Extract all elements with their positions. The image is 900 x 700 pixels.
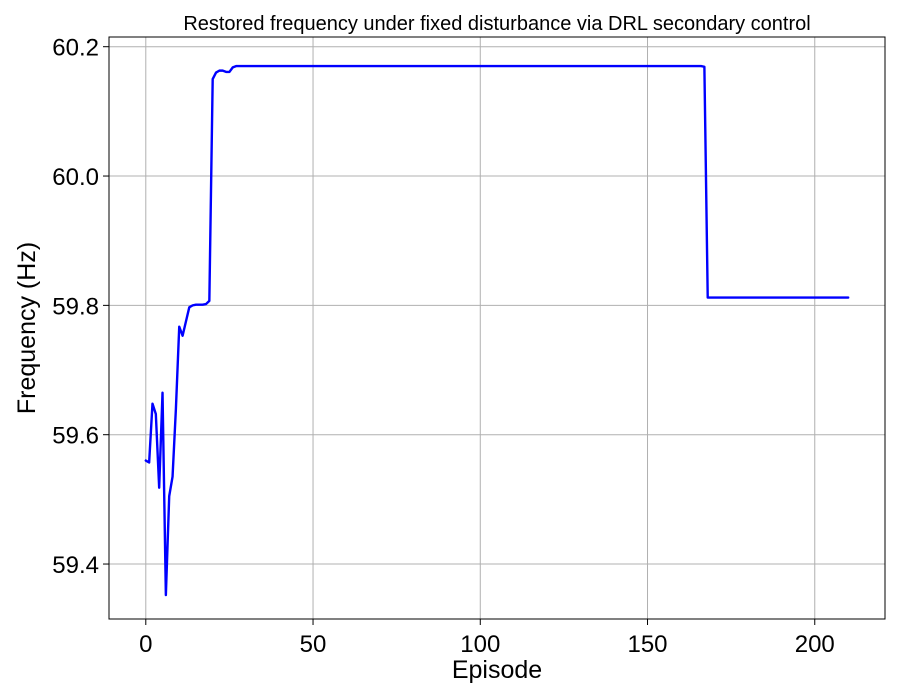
- y-tick-label: 60.0: [52, 164, 99, 191]
- x-axis-label: Episode: [452, 656, 542, 684]
- plot-frame: [108, 36, 886, 620]
- x-tick-label: 50: [300, 631, 327, 658]
- chart-title: Restored frequency under fixed disturban…: [183, 13, 810, 35]
- series-layer: [144, 64, 850, 597]
- x-tick-label: 100: [460, 631, 500, 658]
- ticks: 0 50 100 150 200 59.4 59.6 59.8 60.0 60.2: [52, 35, 835, 658]
- grid: [109, 37, 885, 619]
- x-tick-label: 150: [627, 631, 667, 658]
- x-tick-label: 200: [795, 631, 835, 658]
- y-tick-label: 59.4: [52, 552, 99, 579]
- y-tick-label: 59.6: [52, 423, 99, 450]
- y-tick-label: 59.8: [52, 293, 99, 320]
- y-axis-label: Frequency (Hz): [13, 242, 41, 414]
- y-tick-label: 60.2: [52, 35, 99, 62]
- x-tick-label: 0: [139, 631, 152, 658]
- series-line: [144, 64, 850, 597]
